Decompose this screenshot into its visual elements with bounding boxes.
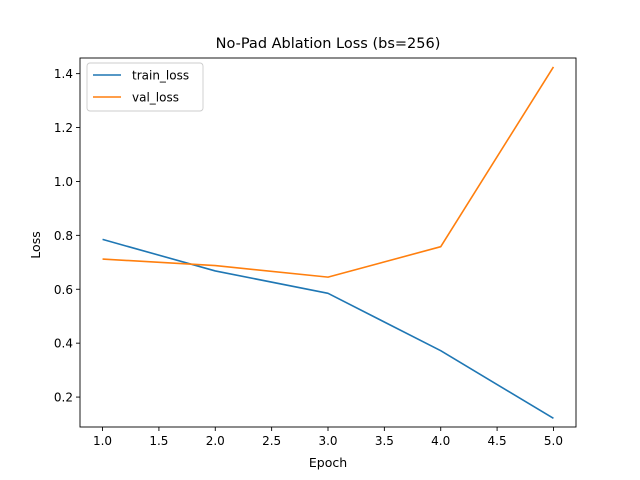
series-lines — [102, 66, 555, 420]
legend-label-val-loss: val_loss — [132, 91, 179, 105]
y-tick-label: 1.2 — [54, 121, 73, 135]
y-tick-label: 1.4 — [54, 67, 73, 81]
x-tick-label: 2.5 — [262, 434, 281, 448]
series-line-val-loss — [102, 66, 555, 278]
x-axis-ticks: 1.0 1.5 2.0 2.5 3.0 3.5 4.0 4.5 5.0 — [93, 427, 563, 448]
x-tick-label: 1.5 — [149, 434, 168, 448]
y-tick-label: 0.8 — [54, 229, 73, 243]
chart-title: No-Pad Ablation Loss (bs=256) — [216, 36, 441, 52]
y-tick-label: 1.0 — [54, 175, 73, 189]
x-tick-label: 3.0 — [318, 434, 337, 448]
x-tick-label: 4.5 — [488, 434, 507, 448]
y-axis-label: Loss — [28, 231, 43, 258]
series-line-train-loss — [102, 238, 554, 420]
y-axis-ticks: 0.2 0.4 0.6 0.8 1.0 1.2 1.4 — [54, 67, 80, 405]
legend-label-train-loss: train_loss — [132, 69, 189, 83]
x-tick-label: 3.5 — [375, 434, 394, 448]
y-tick-label: 0.4 — [54, 337, 73, 351]
legend: train_loss val_loss — [86, 62, 204, 112]
y-tick-label: 0.6 — [54, 283, 73, 297]
x-axis-label: Epoch — [309, 455, 347, 470]
plot-frame — [79, 57, 577, 428]
x-tick-label: 5.0 — [544, 434, 563, 448]
x-tick-label: 4.0 — [431, 434, 450, 448]
x-tick-label: 2.0 — [206, 434, 225, 448]
y-tick-label: 0.2 — [54, 391, 73, 405]
x-tick-label: 1.0 — [93, 434, 112, 448]
